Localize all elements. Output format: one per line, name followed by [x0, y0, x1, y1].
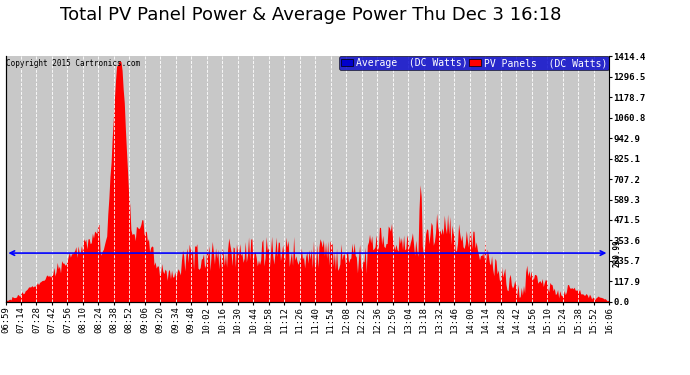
- Text: Total PV Panel Power & Average Power Thu Dec 3 16:18: Total PV Panel Power & Average Power Thu…: [60, 6, 561, 24]
- Text: 280.99: 280.99: [0, 239, 3, 267]
- Text: 280.99: 280.99: [612, 239, 621, 267]
- Legend: Average  (DC Watts), PV Panels  (DC Watts): Average (DC Watts), PV Panels (DC Watts): [339, 56, 609, 70]
- Text: Copyright 2015 Cartronics.com: Copyright 2015 Cartronics.com: [6, 59, 140, 68]
